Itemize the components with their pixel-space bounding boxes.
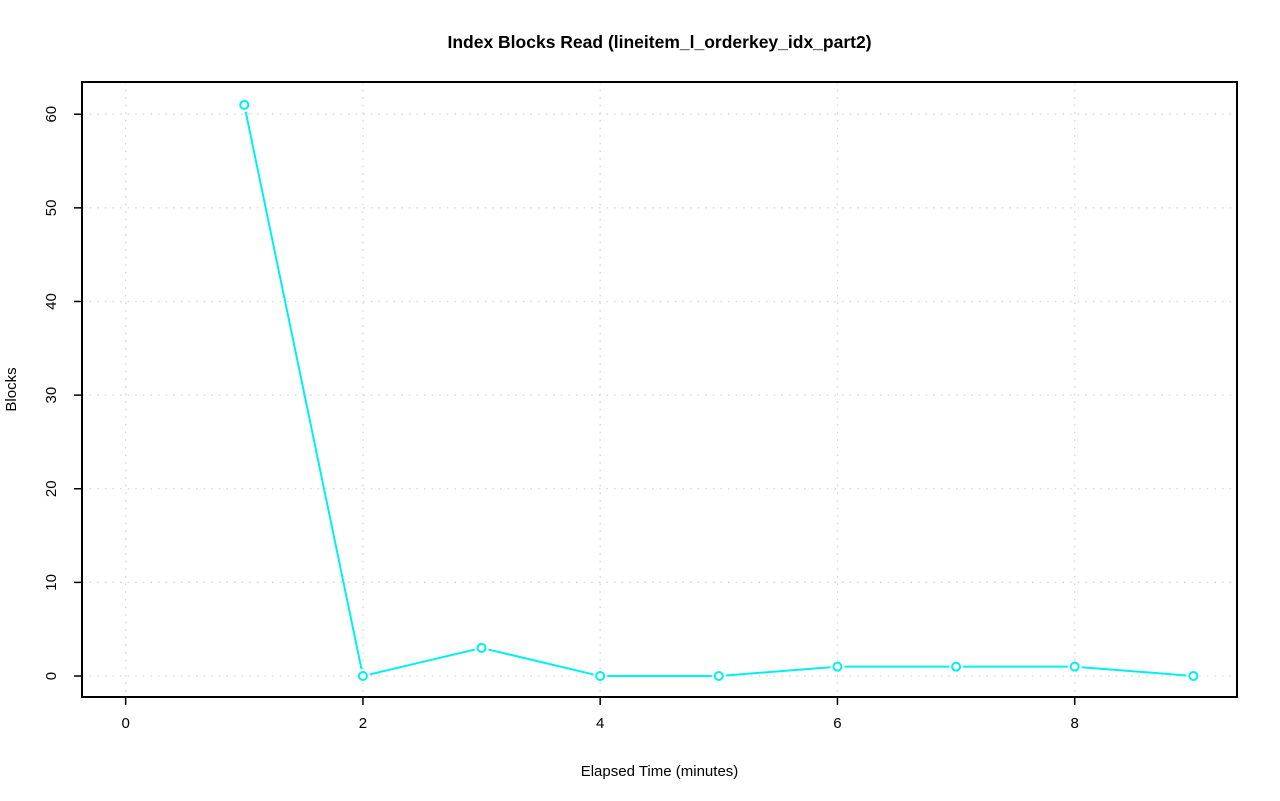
x-tick-label: 0 (121, 715, 129, 732)
series-line-segment (725, 666, 831, 677)
series-line-segment (1081, 666, 1187, 677)
data-point (1188, 671, 1199, 682)
data-point (476, 642, 487, 653)
y-tick-label: 50 (43, 200, 60, 217)
x-tick-label: 2 (359, 715, 367, 732)
axis-ticks: 0 2 4 6 8 0 10 20 30 40 50 60 (43, 106, 1079, 732)
series-line-segment (244, 111, 363, 670)
plot-border (81, 81, 1238, 698)
y-axis-label: Blocks (3, 367, 20, 411)
data-point (713, 671, 724, 682)
y-tick-label: 20 (43, 480, 60, 497)
x-axis-label: Elapsed Time (minutes) (581, 763, 739, 780)
data-point (951, 661, 962, 672)
data-point (357, 671, 368, 682)
data-point (832, 661, 843, 672)
data-point (1069, 661, 1080, 672)
x-tick-label: 6 (833, 715, 841, 732)
chart-title: Index Blocks Read (lineitem_l_orderkey_i… (447, 32, 871, 52)
data-point (595, 671, 606, 682)
data-series (239, 99, 1199, 682)
y-tick-label: 60 (43, 106, 60, 123)
gridlines (82, 82, 1237, 697)
y-tick-label: 40 (43, 293, 60, 310)
x-tick-label: 8 (1071, 715, 1079, 732)
series-line-segment (488, 648, 594, 676)
data-point (239, 99, 250, 110)
y-tick-label: 10 (43, 574, 60, 591)
series-line-segment (369, 648, 475, 676)
x-tick-label: 4 (596, 715, 604, 732)
y-tick-label: 30 (43, 387, 60, 404)
y-tick-label: 0 (43, 672, 60, 680)
plot-box (81, 81, 1238, 698)
